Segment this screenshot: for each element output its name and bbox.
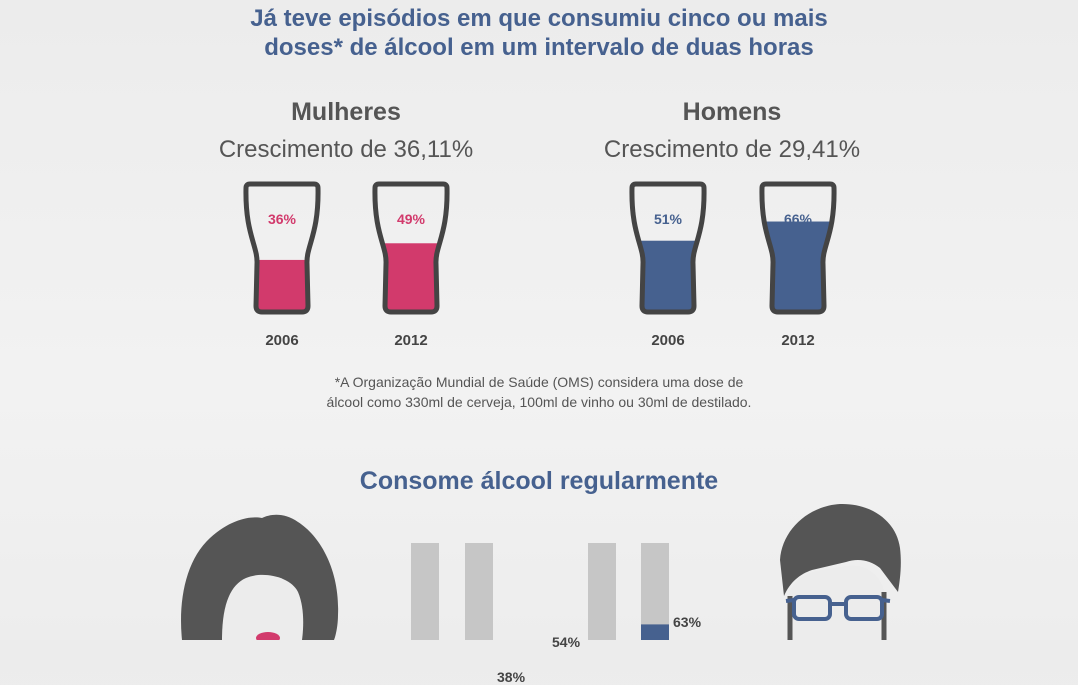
chart-title-line-2: doses* de álcool em um intervalo de duas… <box>264 34 814 61</box>
men-group-title: Homens <box>682 98 782 126</box>
women-growth-subtitle: Crescimento de 36,11% <box>218 136 474 163</box>
woman-face-icon <box>222 574 304 640</box>
bar-label-1-0: 54% <box>552 634 581 651</box>
woman-illustration <box>181 514 339 640</box>
man-illustration <box>780 503 901 640</box>
bar-track-1-1 <box>641 543 669 640</box>
bar-fill-1-1 <box>641 624 669 640</box>
glasses-chart <box>243 181 837 315</box>
glass-outline-mulheres-2006 <box>243 181 321 315</box>
woman-lips-icon <box>256 632 280 640</box>
glass-label-mulheres-2006: 36% <box>267 211 297 227</box>
year-label-mulheres-2006: 2006 <box>265 332 299 349</box>
bar-label-1-1: 63% <box>673 614 702 631</box>
footnote-line-2: álcool como 330ml de cerveja, 100ml de v… <box>326 394 752 410</box>
bar-track-0-1 <box>465 543 493 640</box>
chart-title-line-1: Já teve episódios em que consumiu cinco … <box>250 5 828 32</box>
year-label-homens-2006: 2006 <box>651 332 685 349</box>
year-label-homens-2012: 2012 <box>781 332 815 349</box>
men-growth-subtitle: Crescimento de 29,41% <box>603 136 861 163</box>
man-hair-icon <box>780 503 901 596</box>
bar-label-0-1: 38% <box>497 669 526 685</box>
glasses-icon <box>785 595 891 621</box>
footnote-line-1: *A Organização Mundial de Saúde (OMS) co… <box>334 374 744 390</box>
glass-outline-homens-2012 <box>759 181 837 315</box>
year-label-mulheres-2012: 2012 <box>394 332 428 349</box>
chart-title: Já teve episódios em que consumiu cinco … <box>0 4 1078 62</box>
women-group-title: Mulheres <box>291 98 401 126</box>
glass-label-mulheres-2012: 49% <box>396 211 426 227</box>
regular-consumption-title: Consome álcool regularmente <box>359 467 719 495</box>
glass-label-homens-2006: 51% <box>653 211 683 227</box>
footnote: *A Organização Mundial de Saúde (OMS) co… <box>0 372 1078 412</box>
bar-track-0-0 <box>411 543 439 640</box>
regular-consumption-bars <box>411 543 669 640</box>
glass-outline-mulheres-2012 <box>372 181 450 315</box>
glass-label-homens-2012: 66% <box>783 211 813 227</box>
chart-canvas <box>181 181 901 640</box>
bar-track-1-0 <box>588 543 616 640</box>
glass-outline-homens-2006 <box>629 181 707 315</box>
